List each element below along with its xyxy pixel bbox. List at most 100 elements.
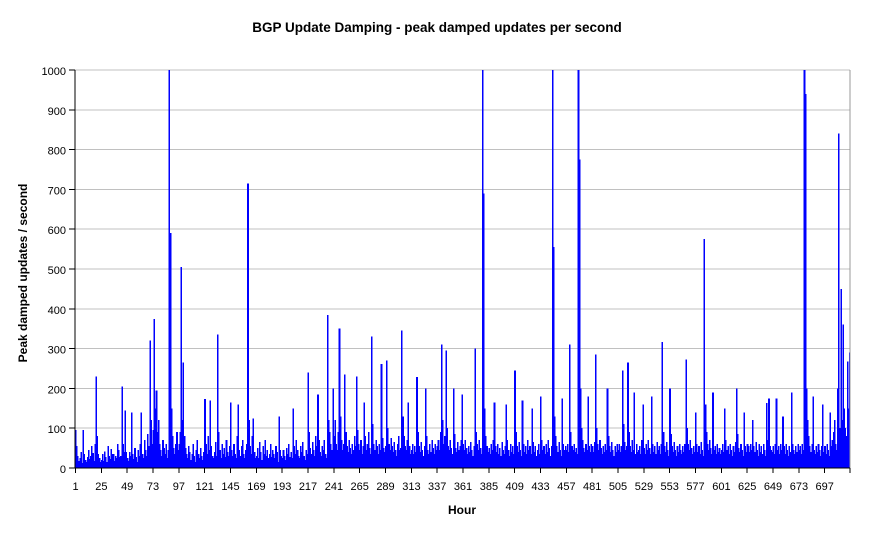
- bar: [297, 456, 300, 468]
- bar: [251, 436, 254, 468]
- bar: [389, 450, 391, 468]
- bar: [801, 444, 804, 468]
- bar: [653, 452, 655, 468]
- bar: [594, 354, 597, 468]
- bar: [573, 444, 575, 468]
- bar: [432, 448, 434, 468]
- bar: [802, 450, 805, 468]
- bar: [481, 70, 484, 468]
- bar: [243, 458, 246, 468]
- bar: [510, 452, 513, 468]
- bar: [363, 402, 366, 468]
- bar: [78, 460, 80, 468]
- bar: [319, 452, 321, 468]
- bar: [339, 416, 342, 468]
- bar: [542, 450, 544, 468]
- bar: [79, 458, 81, 468]
- bar: [386, 360, 388, 468]
- bar: [767, 440, 769, 468]
- chart-title: BGP Update Damping - peak damped updates…: [252, 20, 622, 35]
- bar: [76, 446, 78, 468]
- bar: [179, 432, 181, 468]
- bar: [714, 446, 716, 468]
- bar: [475, 432, 477, 468]
- x-tick-label: 217: [299, 481, 317, 493]
- bar: [547, 440, 550, 468]
- bar: [790, 392, 793, 468]
- bar: [155, 390, 158, 468]
- bar: [732, 446, 735, 468]
- bar: [501, 442, 503, 468]
- bar: [797, 444, 799, 468]
- bar: [414, 446, 416, 468]
- bar: [734, 442, 737, 468]
- bar: [239, 456, 242, 468]
- bar: [383, 452, 386, 468]
- bar: [415, 452, 417, 468]
- bar: [274, 458, 276, 468]
- bar: [583, 448, 585, 468]
- bar: [152, 430, 155, 468]
- bar: [409, 454, 412, 468]
- bar: [180, 267, 183, 468]
- bar: [847, 408, 850, 468]
- bar: [826, 444, 828, 468]
- bar: [675, 456, 678, 468]
- bar: [581, 440, 584, 468]
- bar: [479, 448, 482, 468]
- bar: [719, 454, 722, 468]
- x-tick-label: 697: [816, 481, 834, 493]
- bar: [626, 446, 628, 468]
- bar: [621, 370, 624, 468]
- bar: [165, 444, 167, 468]
- bar: [456, 452, 458, 468]
- bar: [641, 440, 643, 468]
- bar: [112, 454, 115, 468]
- bar: [691, 454, 694, 468]
- bar: [845, 436, 848, 468]
- bar: [151, 444, 153, 468]
- bar: [748, 452, 751, 468]
- bar: [523, 452, 526, 468]
- bar: [235, 458, 237, 468]
- bar: [128, 452, 131, 468]
- bar: [189, 452, 191, 468]
- bar: [533, 452, 536, 468]
- bar: [766, 403, 768, 468]
- bar: [392, 452, 395, 468]
- bar: [580, 428, 583, 468]
- bar: [416, 376, 418, 468]
- bar: [604, 444, 607, 468]
- bar: [760, 446, 763, 468]
- bar: [211, 456, 214, 468]
- bar: [394, 450, 397, 468]
- bar: [815, 446, 818, 468]
- bars-series: [75, 70, 851, 469]
- bar: [163, 448, 165, 468]
- bar: [770, 450, 772, 468]
- bar: [344, 374, 346, 468]
- bar: [696, 444, 698, 468]
- bar: [208, 450, 211, 468]
- bar: [271, 450, 274, 468]
- bar: [194, 462, 197, 468]
- bar: [326, 314, 329, 468]
- bar: [764, 456, 767, 468]
- bar: [708, 440, 711, 468]
- bar: [579, 388, 582, 468]
- bar: [656, 442, 658, 468]
- bar: [140, 412, 143, 468]
- bar: [674, 450, 677, 468]
- bar: [403, 436, 405, 468]
- bar: [170, 408, 173, 468]
- bar: [308, 432, 311, 468]
- bar: [618, 444, 621, 468]
- x-tick-label: 433: [531, 481, 549, 493]
- bar: [391, 446, 394, 468]
- bar: [92, 452, 94, 468]
- bar: [472, 456, 474, 468]
- bar: [428, 454, 430, 468]
- bar: [637, 450, 640, 468]
- bar: [540, 396, 542, 468]
- bar: [482, 193, 485, 468]
